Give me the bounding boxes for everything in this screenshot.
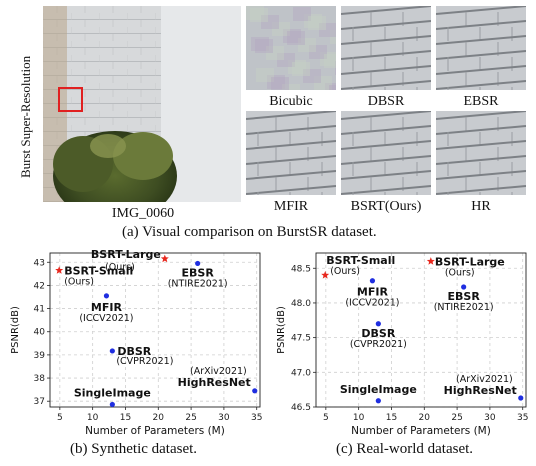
point-bsrt-small bbox=[55, 266, 64, 274]
label-mfir: MFIR bbox=[91, 301, 123, 314]
sublabel-bsrt-large: (Ours) bbox=[105, 262, 135, 273]
sublabel-dbsr: (CVPR2021) bbox=[350, 339, 407, 350]
point-bsrt-large bbox=[426, 257, 435, 265]
point-dbsr bbox=[375, 321, 381, 327]
label-highresnet: HighResNet bbox=[444, 384, 517, 397]
x-tick-label: 5 bbox=[57, 413, 63, 423]
crop-label: EBSR bbox=[463, 94, 499, 109]
y-tick-label: 46.5 bbox=[291, 403, 311, 413]
crop-label: HR bbox=[471, 199, 491, 214]
x-axis-label: Number of Parameters (M) bbox=[351, 425, 491, 437]
y-tick-label: 37 bbox=[34, 397, 45, 407]
label-singleimage: SingleImage bbox=[74, 386, 151, 399]
x-tick-label: 25 bbox=[185, 413, 196, 423]
plot-frame bbox=[49, 252, 261, 408]
main-photo bbox=[43, 6, 241, 202]
y-tick-label: 48.5 bbox=[291, 264, 311, 274]
label-dbsr: DBSR bbox=[117, 345, 151, 358]
plot-frame bbox=[315, 252, 527, 408]
sublabel-mfir: (ICCV2021) bbox=[79, 313, 133, 324]
image-label: IMG_0060 bbox=[111, 206, 175, 221]
main-photo-image bbox=[43, 6, 241, 202]
point-dbsr bbox=[109, 348, 115, 354]
y-tick-label: 42 bbox=[34, 281, 45, 291]
crop-bicubic bbox=[246, 6, 336, 90]
y-tick-label: 47.0 bbox=[291, 368, 311, 378]
crop-mfir bbox=[246, 111, 336, 195]
crop-box bbox=[58, 87, 83, 112]
crop-label: BSRT(Ours) bbox=[350, 199, 422, 214]
x-tick-label: 10 bbox=[87, 413, 99, 423]
sublabel-highresnet: (ArXiv2021) bbox=[456, 374, 513, 385]
point-singleimage bbox=[109, 401, 115, 408]
y-axis-label: PSNR(dB) bbox=[276, 306, 287, 354]
sublabel-bsrt-small: (Ours) bbox=[64, 276, 94, 287]
real-world-chart: 5 10 15 20 25 30 35 46.5 47.0 47.5 48.0 48.5 Number … bbox=[276, 252, 528, 437]
crop-hr bbox=[436, 111, 526, 195]
label-ebsr: EBSR bbox=[182, 266, 215, 279]
crop-ebsr bbox=[436, 6, 526, 90]
caption-b: (b) Synthetic dataset. bbox=[70, 441, 198, 457]
sublabel-mfir: (ICCV2021) bbox=[345, 298, 399, 309]
label-singleimage: SingleImage bbox=[340, 383, 417, 396]
point-highresnet bbox=[518, 395, 524, 401]
label-bsrt-small: BSRT-Small bbox=[64, 264, 133, 277]
label-highresnet: HighResNet bbox=[178, 376, 251, 389]
x-tick-label: 10 bbox=[353, 413, 365, 423]
label-mfir: MFIR bbox=[357, 286, 389, 299]
crop-dbsr bbox=[341, 6, 431, 90]
y-tick-label: 48.0 bbox=[291, 299, 311, 309]
x-tick-label: 15 bbox=[120, 413, 131, 423]
x-tick-label: 35 bbox=[517, 413, 528, 423]
x-axis-label: Number of Parameters (M) bbox=[85, 425, 225, 437]
point-mfir bbox=[103, 293, 110, 299]
x-tick-label: 30 bbox=[484, 413, 496, 423]
x-tick-label: 20 bbox=[419, 413, 431, 423]
crop-label: MFIR bbox=[273, 199, 309, 214]
x-tick-label: 25 bbox=[451, 413, 462, 423]
row-label: Burst Super-Resolution bbox=[18, 55, 33, 178]
sublabel-ebsr: (NTIRE2021) bbox=[434, 302, 494, 313]
synthetic-chart: 5 10 15 20 25 30 35 37 38 39 40 41 42 43 Number of Par… bbox=[10, 248, 262, 437]
label-bsrt-small: BSRT-Small bbox=[326, 254, 395, 267]
y-tick-label: 39 bbox=[34, 351, 46, 361]
x-tick-label: 15 bbox=[386, 413, 397, 423]
label-dbsr: DBSR bbox=[361, 327, 395, 340]
label-ebsr: EBSR bbox=[448, 290, 481, 303]
y-tick-label: 38 bbox=[34, 374, 46, 384]
x-tick-label: 35 bbox=[251, 413, 262, 423]
sublabel-ebsr: (NTIRE2021) bbox=[168, 278, 228, 289]
crop-label: DBSR bbox=[367, 94, 405, 109]
point-singleimage bbox=[375, 398, 381, 404]
y-tick-label: 47.5 bbox=[291, 334, 311, 344]
point-bsrt-large bbox=[160, 254, 169, 263]
label-bsrt-large: BSRT-Large bbox=[435, 255, 505, 268]
x-tick-label: 20 bbox=[153, 413, 165, 423]
y-tick-label: 43 bbox=[34, 258, 45, 268]
label-bsrt-large: BSRT-Large bbox=[91, 248, 161, 261]
y-axis-label: PSNR(dB) bbox=[10, 306, 21, 354]
y-tick-label: 40 bbox=[34, 328, 46, 338]
x-tick-label: 5 bbox=[323, 413, 329, 423]
point-ebsr bbox=[461, 284, 467, 290]
sublabel-bsrt-small: (Ours) bbox=[330, 266, 360, 277]
y-tick-label: 41 bbox=[34, 305, 45, 315]
point-bsrt-small bbox=[321, 271, 330, 279]
crop-label: Bicubic bbox=[269, 94, 313, 109]
x-tick-label: 30 bbox=[218, 413, 230, 423]
sublabel-highresnet: (ArXiv2021) bbox=[190, 366, 247, 377]
caption-c: (c) Real-world dataset. bbox=[336, 441, 474, 457]
point-mfir bbox=[369, 278, 376, 284]
sublabel-bsrt-large: (Ours) bbox=[445, 267, 475, 278]
caption-a: (a) Visual comparison on BurstSR dataset… bbox=[122, 224, 377, 240]
point-ebsr bbox=[195, 260, 201, 267]
point-highresnet bbox=[252, 388, 258, 394]
crop-bsrt-ours bbox=[341, 111, 431, 195]
sublabel-dbsr: (CVPR2021) bbox=[116, 356, 173, 367]
